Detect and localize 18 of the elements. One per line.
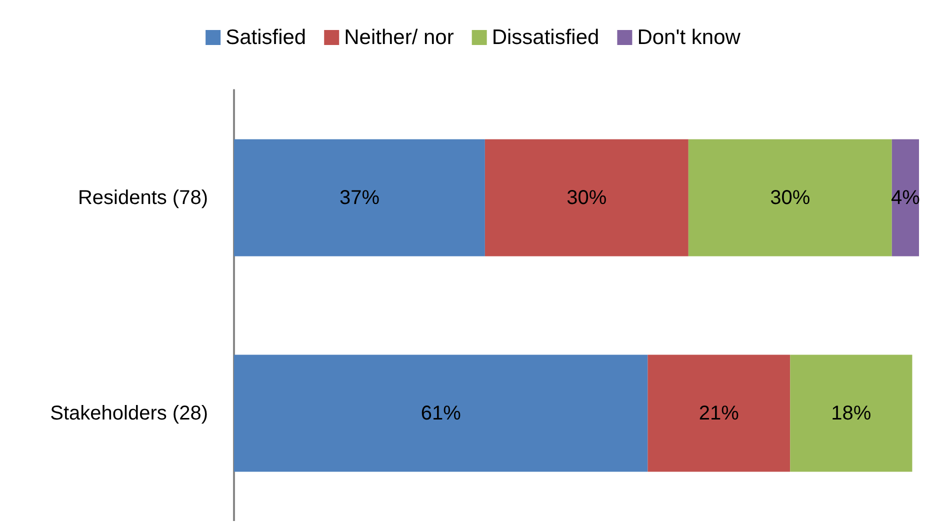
legend-label: Neither/ nor bbox=[344, 26, 454, 49]
y-tick-label: Stakeholders (28) bbox=[50, 402, 208, 424]
data-label: 21% bbox=[698, 402, 740, 424]
legend-label: Satisfied bbox=[226, 26, 306, 49]
bar bbox=[234, 354, 648, 472]
data-label: 30% bbox=[770, 186, 810, 209]
bar bbox=[688, 139, 892, 256]
bar bbox=[484, 139, 688, 256]
legend-label: Don't know bbox=[637, 26, 742, 49]
data-label: 61% bbox=[420, 402, 462, 424]
y-tick-label: Residents (78) bbox=[78, 186, 208, 209]
data-label: 37% bbox=[339, 186, 380, 209]
bar bbox=[234, 139, 485, 256]
data-label: 30% bbox=[566, 186, 607, 209]
data-label: 18% bbox=[831, 402, 872, 424]
bar bbox=[790, 354, 912, 472]
legend-label: Dissatisfied bbox=[492, 26, 600, 49]
bar bbox=[648, 354, 790, 472]
